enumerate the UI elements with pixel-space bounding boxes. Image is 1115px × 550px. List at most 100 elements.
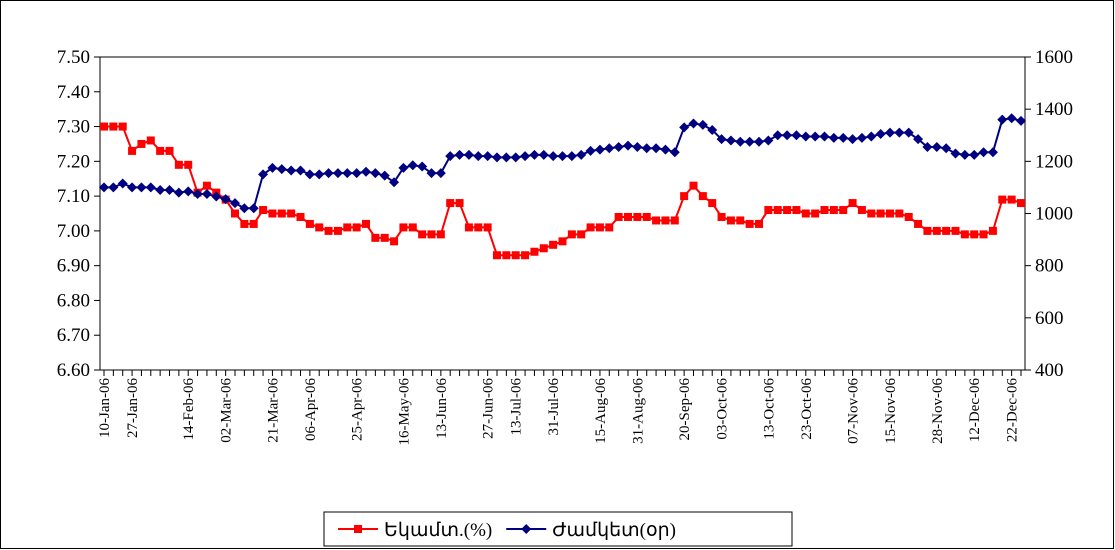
point <box>315 223 324 232</box>
point <box>220 194 231 205</box>
point <box>819 131 830 142</box>
point <box>446 199 455 208</box>
point <box>296 212 305 221</box>
point <box>866 131 877 142</box>
point <box>941 143 952 154</box>
point <box>764 206 773 215</box>
point <box>549 240 558 249</box>
point <box>1006 113 1017 124</box>
point <box>380 233 389 242</box>
point <box>885 127 895 138</box>
point <box>829 206 838 215</box>
point <box>632 141 643 152</box>
point <box>875 128 886 139</box>
point <box>370 168 381 179</box>
point <box>464 223 473 232</box>
point <box>763 135 774 146</box>
point <box>426 168 437 179</box>
point <box>624 212 632 221</box>
point <box>231 209 239 218</box>
point <box>145 182 156 193</box>
point <box>755 219 763 228</box>
point <box>136 182 147 193</box>
point <box>502 251 511 260</box>
point <box>959 149 970 160</box>
x-tick-label: 12-Dec-06 <box>967 378 983 443</box>
y-tick-label: 7.30 <box>57 117 90 138</box>
point <box>482 151 493 162</box>
point <box>932 226 941 235</box>
point <box>352 223 361 232</box>
x-tick-label: 13-Jun-06 <box>434 378 450 439</box>
point <box>127 182 138 193</box>
point <box>1007 195 1016 204</box>
point <box>277 209 286 218</box>
point <box>717 212 726 221</box>
point <box>801 209 810 218</box>
point <box>286 165 297 176</box>
y2-tick-label: 1000 <box>1035 204 1073 225</box>
point <box>988 226 997 235</box>
point <box>361 166 371 177</box>
point <box>239 203 250 214</box>
point <box>688 118 699 129</box>
point <box>585 145 596 156</box>
point <box>463 149 474 160</box>
point <box>436 230 445 239</box>
point <box>566 151 577 162</box>
point <box>783 206 792 215</box>
point <box>501 152 512 163</box>
x-tick-label: 16-May-06 <box>396 378 412 446</box>
x-tick-label: 20-Sep-06 <box>677 378 693 441</box>
y2-tick-label: 1400 <box>1035 99 1073 120</box>
x-tick-label: 13-Oct-06 <box>761 378 777 440</box>
point <box>914 219 923 228</box>
point <box>117 178 128 189</box>
point <box>155 185 166 196</box>
point <box>942 226 951 235</box>
point <box>529 149 540 160</box>
x-tick-label: 23-Oct-06 <box>799 378 815 440</box>
point <box>455 199 464 208</box>
point <box>351 168 362 179</box>
point <box>923 226 932 235</box>
x-tick-label: 15-Nov-06 <box>883 378 899 444</box>
point <box>950 148 961 159</box>
y2-tick-label: 600 <box>1035 308 1064 329</box>
point <box>782 130 793 141</box>
y-tick-label: 7.20 <box>57 151 90 172</box>
point <box>557 151 568 162</box>
point <box>295 165 306 176</box>
point <box>407 160 418 171</box>
point <box>856 132 867 143</box>
point <box>240 219 249 228</box>
point <box>304 169 315 180</box>
point <box>521 251 530 260</box>
x-tick-label: 14-Feb-06 <box>181 378 197 441</box>
point <box>810 131 821 142</box>
point <box>867 209 876 218</box>
y-tick-label: 6.60 <box>57 360 90 381</box>
point <box>174 160 183 169</box>
point <box>249 219 258 228</box>
point <box>679 122 690 133</box>
point <box>913 134 924 145</box>
point <box>839 206 848 215</box>
point <box>960 230 969 239</box>
point <box>998 195 1007 204</box>
point <box>744 136 755 147</box>
x-tick-label: 25-Apr-06 <box>350 378 366 442</box>
x-tick-label: 10-Jan-06 <box>97 378 113 438</box>
point <box>268 209 277 218</box>
point <box>538 149 549 160</box>
point <box>791 130 802 141</box>
point <box>258 169 269 180</box>
point <box>726 216 735 225</box>
y2-tick-label: 1600 <box>1035 47 1073 68</box>
point <box>100 122 108 131</box>
x-tick-label: 31-Aug-06 <box>630 378 646 444</box>
point <box>707 125 718 136</box>
point <box>736 216 745 225</box>
